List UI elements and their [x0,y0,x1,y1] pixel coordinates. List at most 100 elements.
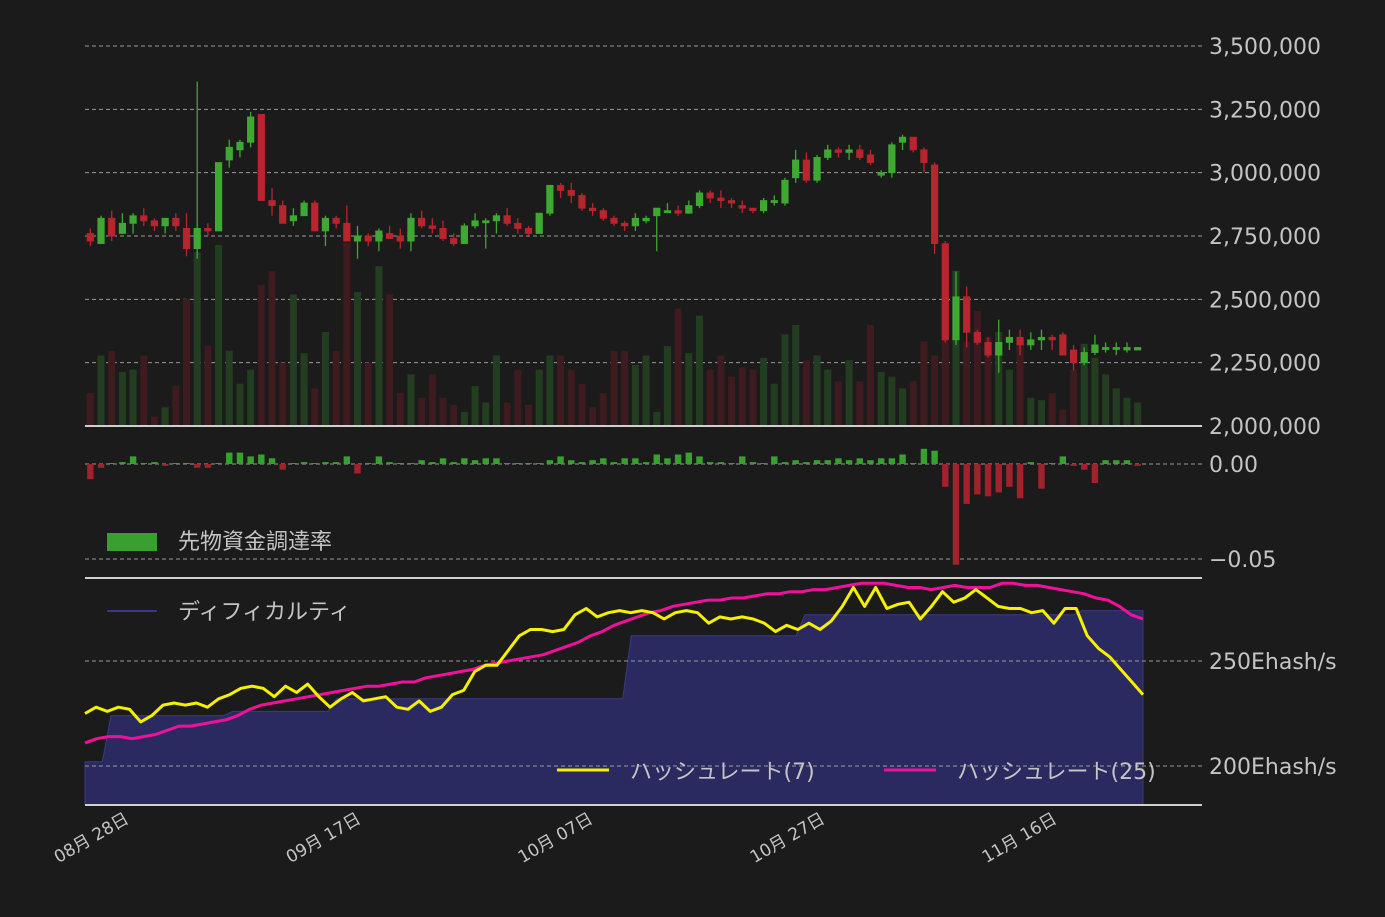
candle[interactable] [610,215,618,226]
candle[interactable] [941,241,949,343]
funding-rate-bars[interactable] [87,448,1141,565]
candle[interactable] [599,208,607,221]
candle[interactable] [524,225,533,236]
candle[interactable] [150,218,159,231]
candle[interactable] [1027,332,1035,350]
candle[interactable] [140,208,148,226]
candle[interactable] [353,225,362,259]
candle[interactable] [995,319,1003,373]
candle[interactable] [1005,329,1014,350]
candle[interactable] [118,213,127,234]
candle[interactable] [460,223,468,245]
price-candlesticks[interactable] [86,81,1142,373]
candle[interactable] [257,114,265,201]
candle[interactable] [321,215,330,247]
candle[interactable] [418,210,426,229]
candle[interactable] [225,139,233,168]
candle[interactable] [909,136,917,153]
candle[interactable] [834,147,843,158]
candle[interactable] [663,203,672,214]
hashrate-25-line[interactable] [84,581,1144,745]
candle[interactable] [556,182,565,198]
candle[interactable] [717,190,725,209]
candle[interactable] [578,192,586,211]
candle[interactable] [813,154,821,183]
candle[interactable] [332,215,340,229]
candle[interactable] [1101,342,1110,353]
candle[interactable] [204,223,212,236]
candle[interactable] [439,220,447,242]
candle[interactable] [1059,332,1067,356]
candle[interactable] [770,195,778,206]
candle[interactable] [236,139,244,158]
candle[interactable] [546,184,554,216]
candle[interactable] [1037,329,1046,350]
candle[interactable] [567,182,575,204]
candle[interactable] [343,205,351,242]
candle[interactable] [385,225,394,239]
candle[interactable] [781,177,789,206]
candle[interactable] [1016,329,1024,356]
candle[interactable] [450,233,458,247]
candle[interactable] [108,210,116,242]
candle[interactable] [952,271,960,345]
candle[interactable] [492,213,501,234]
candle[interactable] [685,200,693,214]
candle[interactable] [792,149,800,183]
candle[interactable] [535,212,543,234]
candle[interactable] [1048,334,1056,350]
candle[interactable] [931,162,939,254]
candle[interactable] [97,215,105,244]
candle[interactable] [920,147,928,173]
candle[interactable] [268,187,276,216]
candle[interactable] [279,200,287,224]
candle[interactable] [824,144,832,160]
candle[interactable] [621,220,629,231]
candle[interactable] [182,213,191,257]
candle[interactable] [727,198,736,209]
candle[interactable] [963,286,971,348]
candle[interactable] [631,213,639,231]
candle[interactable] [86,228,94,247]
candle[interactable] [856,144,864,160]
hashrate-7-line[interactable] [84,586,1145,724]
candle[interactable] [845,144,853,160]
candle[interactable] [760,198,768,214]
candle[interactable] [738,200,746,214]
candle[interactable] [1069,344,1078,371]
candle[interactable] [973,329,981,345]
candle[interactable] [375,228,383,252]
candle[interactable] [396,228,404,249]
candle[interactable] [214,162,223,232]
candle[interactable] [482,218,490,249]
candle[interactable] [674,205,682,216]
candle[interactable] [898,134,907,150]
hashrate-lines[interactable] [84,581,1145,745]
candle[interactable] [1080,347,1088,366]
candle[interactable] [866,149,875,166]
candle[interactable] [1112,342,1120,356]
candle[interactable] [428,218,436,234]
candle[interactable] [247,111,255,148]
candle[interactable] [161,217,169,234]
candle[interactable] [749,207,757,214]
candle[interactable] [1134,347,1142,351]
candle[interactable] [503,208,511,226]
candle[interactable] [407,213,415,252]
difficulty-area[interactable] [84,610,1144,806]
candle[interactable] [653,207,661,252]
candle[interactable] [695,190,704,209]
candle[interactable] [311,200,319,232]
candle[interactable] [172,213,180,231]
candle[interactable] [289,208,297,226]
candle[interactable] [706,190,714,204]
candle[interactable] [888,142,896,178]
candle[interactable] [193,81,201,259]
candle[interactable] [877,170,885,178]
candle[interactable] [471,213,479,229]
candle[interactable] [1123,342,1131,353]
candle[interactable] [1091,334,1099,356]
candle[interactable] [589,203,597,216]
candle[interactable] [364,233,372,247]
candle[interactable] [984,337,992,358]
